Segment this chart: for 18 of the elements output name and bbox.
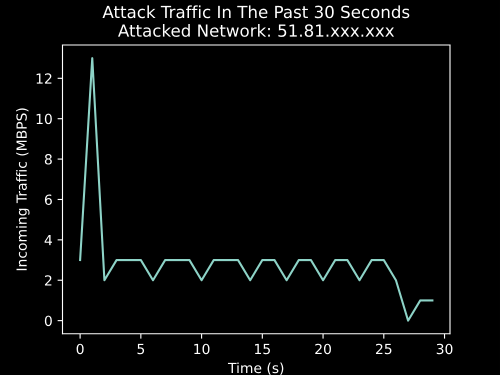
x-tick-label: 25 [376,344,392,354]
y-tick-label: 8 [44,154,52,165]
y-tick-label: 2 [44,275,52,286]
y-tick-label: 10 [36,114,52,124]
y-tick-label: 6 [44,194,52,205]
x-tick-label: 10 [194,344,210,354]
y-axis-title: Incoming Traffic (MBPS) [16,108,30,270]
chart-title: Attack Traffic In The Past 30 Seconds Attacked Network: 51.81.xxx.xxx [102,5,410,37]
line-series [79,57,434,322]
x-tick-label: 30 [436,344,452,354]
x-tick-label: 20 [315,344,331,354]
y-tick-label: 0 [44,316,52,326]
x-tick-label: 5 [138,344,144,354]
x-tick-label: 0 [76,344,84,354]
x-axis-title: Time (s) [228,362,284,375]
y-tick-label: 12 [36,73,52,84]
x-tick-label: 15 [255,344,270,354]
y-tick-label: 4 [44,235,52,246]
